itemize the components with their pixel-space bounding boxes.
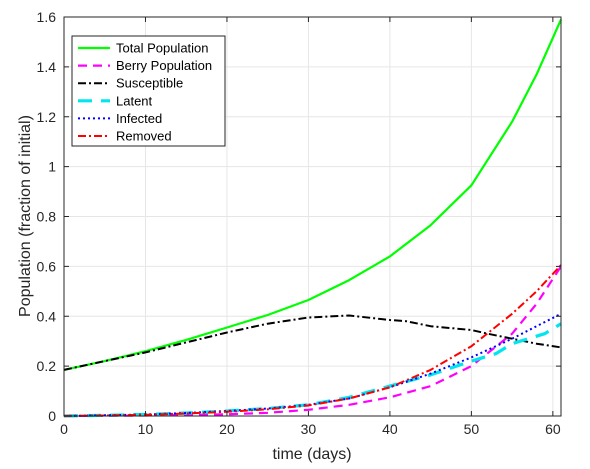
series-layer [63,19,563,418]
series-line-susceptible [63,314,562,371]
y-tick-label: 1.2 [37,109,57,125]
legend-label: Infected [116,111,162,126]
legend: Total Population Berry Population Suscepti… [71,35,226,147]
y-tick-label: 0.2 [37,358,57,374]
x-tick-label: 0 [60,421,68,437]
y-tick-label: 1.4 [37,59,57,75]
legend-label: Berry Population [116,58,212,73]
ticks [63,16,561,417]
legend-label: Removed [116,129,172,144]
y-tick-label: 1.6 [37,9,57,25]
series-line-berry-population [63,265,562,418]
x-tick-label: 30 [301,421,317,437]
legend-box [71,35,226,147]
x-tick-label: 40 [382,421,398,437]
x-tick-label: 10 [138,421,154,437]
y-tick-label: 0 [48,408,56,424]
x-tick-label: 60 [545,421,561,437]
x-tick-label: 50 [464,421,480,437]
y-tick-label: 1 [48,159,56,175]
y-tick-label: 0.4 [37,308,57,324]
legend-label: Total Population [116,41,209,56]
legend-label: Susceptible [116,76,183,91]
series-line-infected [63,312,562,417]
y-tick-label: 0.6 [37,258,57,274]
y-tick-label: 0.8 [37,209,57,225]
y-axis-label: Population (fraction of initial) [17,115,34,317]
legend-label: Latent [116,93,153,108]
x-axis-label: time (days) [272,446,351,463]
series-line-total-population [63,19,563,371]
tick-labels: 0 10 20 30 40 50 60 0 0.2 0.4 0.6 0.8 1 1.2 1.4 1.6 [37,9,561,437]
x-tick-label: 20 [219,421,235,437]
